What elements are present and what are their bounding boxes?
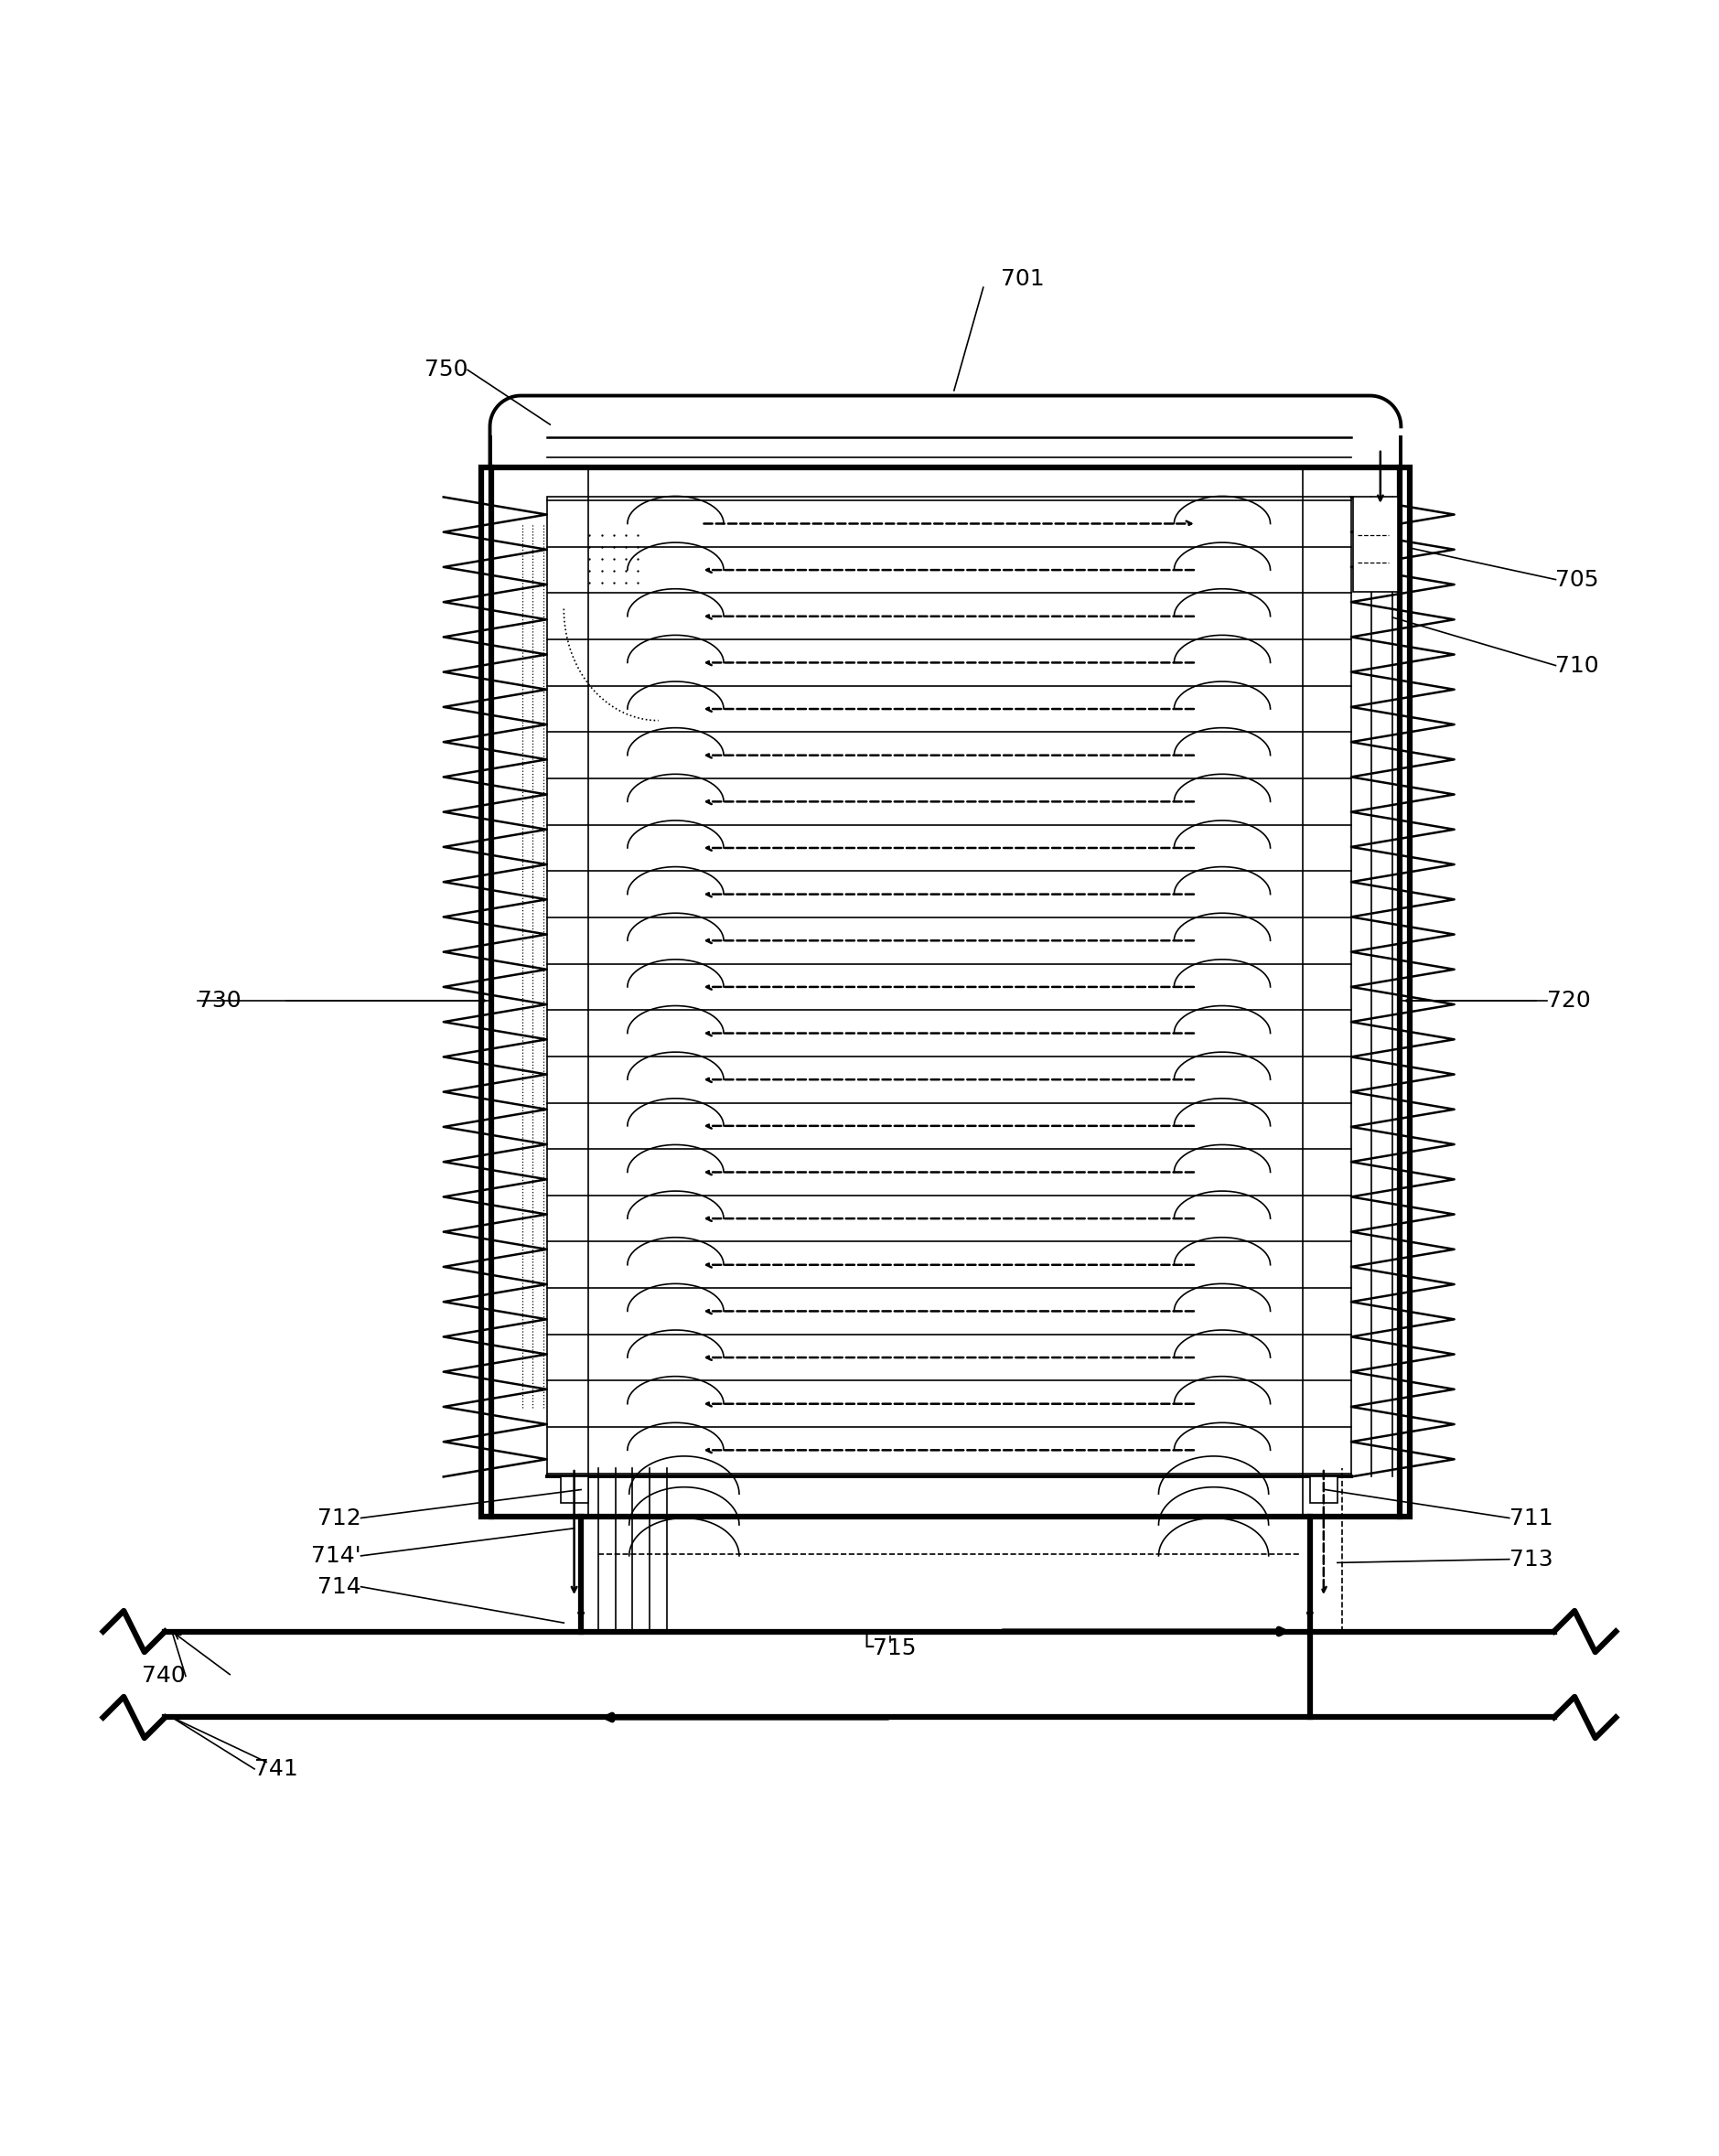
Bar bbox=[560, 1477, 588, 1503]
Bar bbox=[481, 468, 1410, 1516]
Text: 714: 714 bbox=[318, 1576, 361, 1598]
Text: 730: 730 bbox=[198, 990, 241, 1011]
Text: 711: 711 bbox=[1509, 1507, 1552, 1529]
Text: 701: 701 bbox=[1000, 267, 1045, 289]
Text: 720: 720 bbox=[1547, 990, 1590, 1011]
Text: 713: 713 bbox=[1509, 1548, 1552, 1570]
Text: 712: 712 bbox=[318, 1507, 361, 1529]
Text: 750: 750 bbox=[425, 358, 468, 382]
Bar bbox=[1353, 498, 1398, 591]
Text: 705: 705 bbox=[1556, 569, 1599, 591]
Text: 740: 740 bbox=[143, 1664, 186, 1688]
Text: 714': 714' bbox=[311, 1546, 361, 1567]
Text: └715: └715 bbox=[860, 1639, 916, 1660]
Text: 741: 741 bbox=[254, 1757, 297, 1781]
Text: 710: 710 bbox=[1556, 655, 1599, 677]
Bar bbox=[1310, 1477, 1337, 1503]
Bar bbox=[547, 498, 1351, 1477]
